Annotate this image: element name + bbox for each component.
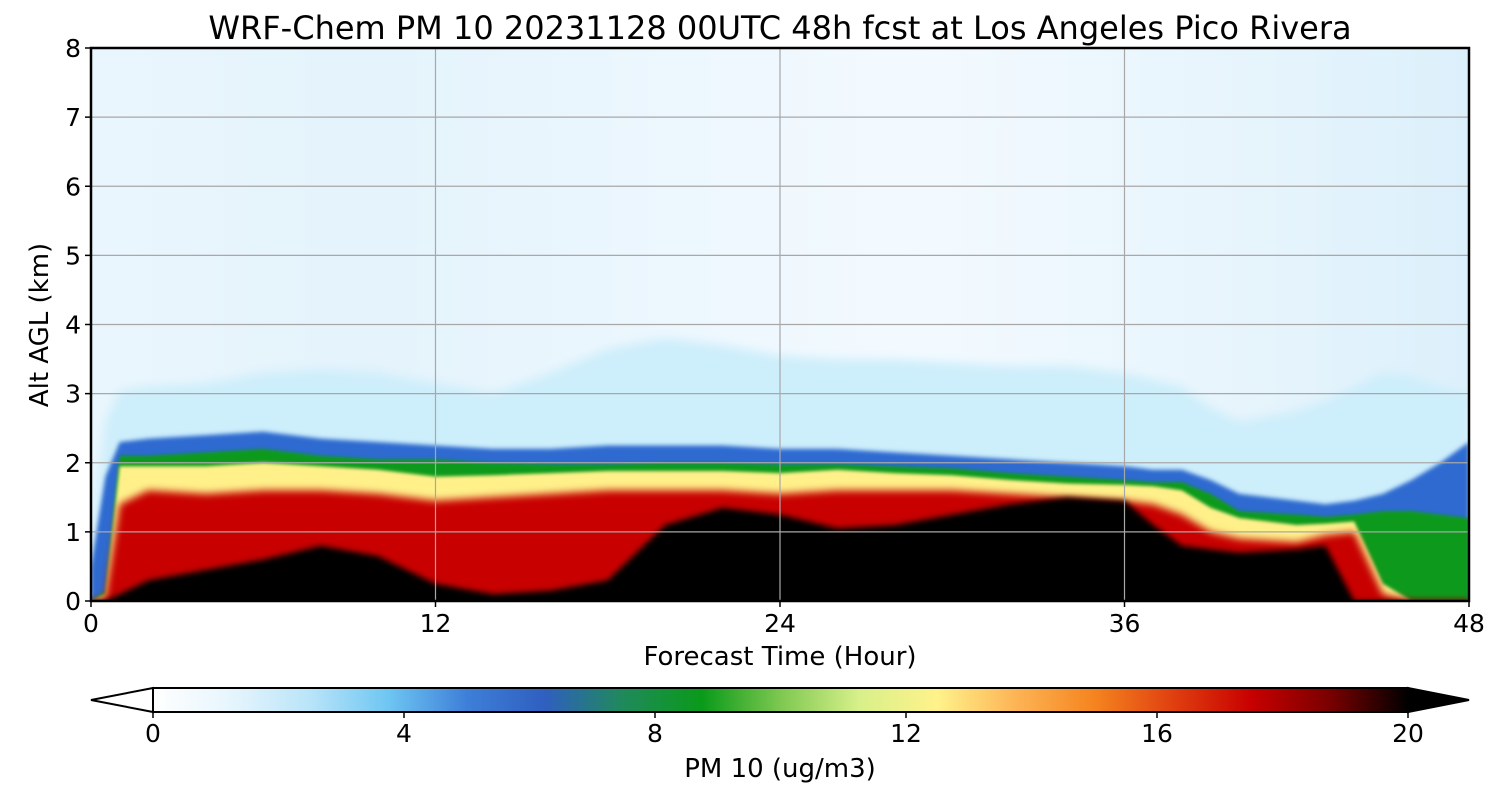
y-tick-label: 4 [65,311,81,340]
x-tick-label: 12 [420,609,452,638]
colorbar-tick-label: 4 [396,719,412,748]
y-tick-label: 0 [65,587,81,616]
colorbar-tick-label: 20 [1392,719,1424,748]
colorbar-tick-label: 8 [647,719,663,748]
colorbar: 0 4 8 12 16 20 PM 10 (ug/m3) [90,686,1470,784]
colorbar-tick-label: 16 [1141,719,1173,748]
y-tick-label: 8 [65,34,81,63]
x-axis-label: Forecast Time (Hour) [643,642,916,672]
plot-area [91,48,1469,601]
grid-lines [91,48,1469,601]
x-tick-label: 36 [1109,609,1141,638]
chart-title: WRF-Chem PM 10 20231128 00UTC 48h fcst a… [208,9,1351,47]
x-tick-label: 24 [764,609,796,638]
colorbar-ticks: 0 4 8 12 16 20 [145,712,1424,748]
colorbar-tick-label: 0 [145,719,161,748]
y-tick-label: 7 [65,103,81,132]
y-tick-label: 6 [65,172,81,201]
colorbar-frame [152,687,1409,713]
x-tick-label: 0 [83,609,99,638]
colorbar-label: PM 10 (ug/m3) [684,754,876,784]
y-tick-label: 5 [65,241,81,270]
y-tick-label: 2 [65,449,81,478]
y-axis-label: Alt AGL (km) [25,243,55,407]
y-tick-label: 3 [65,380,81,409]
colorbar-bar [153,688,1408,712]
y-axis-ticks: 0 1 2 3 4 5 6 7 8 [65,34,91,616]
colorbar-min-extend [90,686,154,714]
y-tick-label: 1 [65,518,81,547]
x-tick-label: 48 [1453,609,1485,638]
colorbar-max-extend [1407,686,1470,714]
colorbar-tick-label: 12 [890,719,922,748]
x-axis-ticks: 0 12 24 36 48 [83,601,1485,638]
